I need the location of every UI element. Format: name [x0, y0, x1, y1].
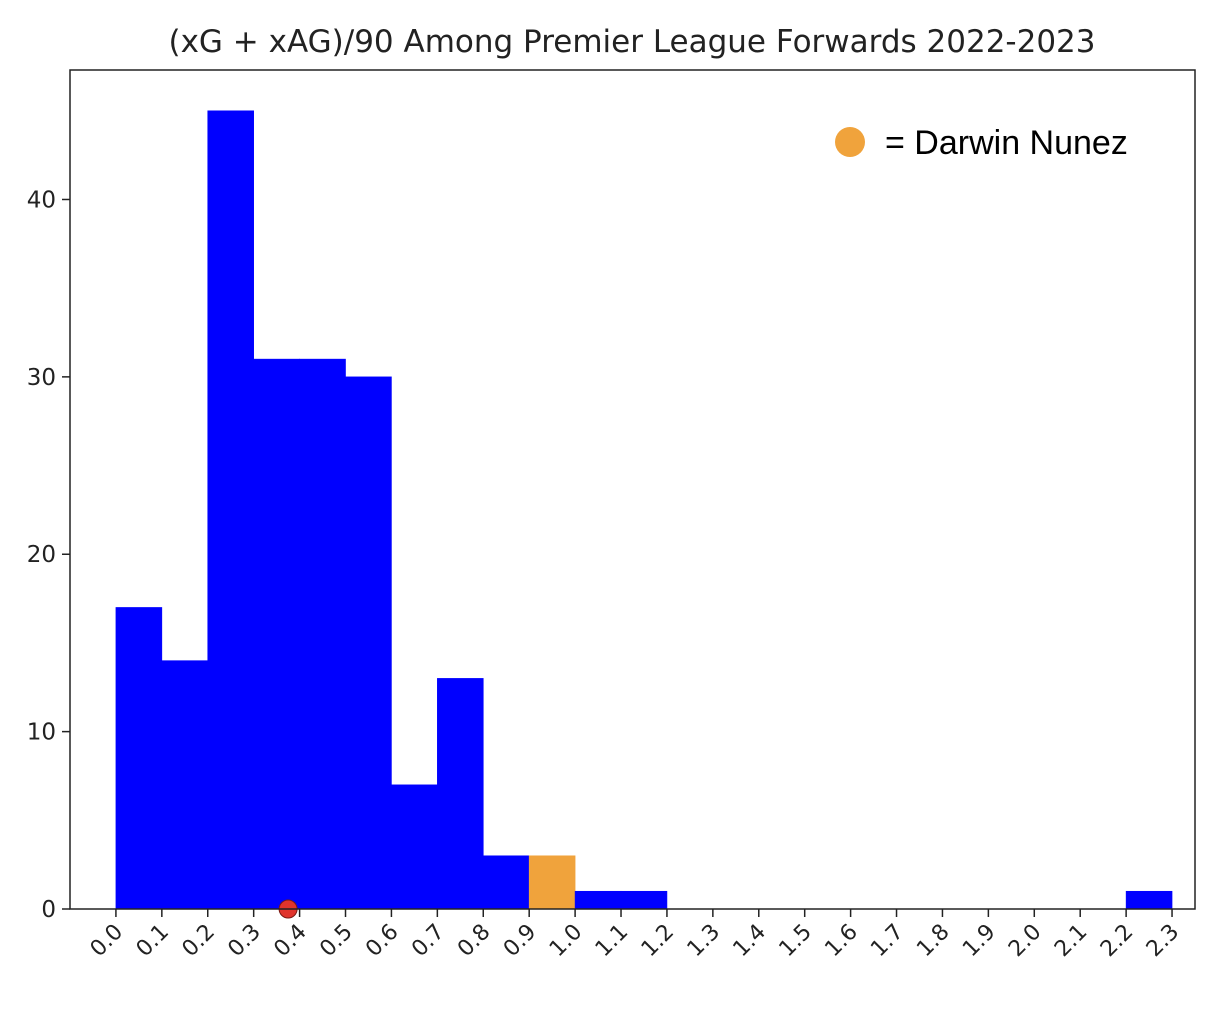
legend-marker-icon [835, 127, 865, 157]
x-tick-label-0.7: 0.7 [407, 920, 449, 962]
x-tick-label-2.3: 2.3 [1142, 920, 1184, 962]
x-tick-label-1.6: 1.6 [820, 920, 862, 962]
x-tick-label-1.0: 1.0 [545, 920, 587, 962]
histogram-bar-5 [345, 376, 392, 910]
x-tick-label-0.9: 0.9 [499, 920, 541, 962]
legend: = Darwin Nunez [835, 124, 1128, 162]
histogram-bar-1 [161, 660, 209, 910]
bars-layer [115, 110, 1173, 910]
x-tick-label-2.2: 2.2 [1096, 920, 1138, 962]
legend-label: = Darwin Nunez [885, 124, 1128, 162]
y-tick-label-40: 40 [27, 187, 56, 213]
x-tick-label-2.0: 2.0 [1004, 920, 1046, 962]
histogram-bar-3 [253, 358, 300, 910]
histogram-bar-7 [437, 678, 484, 910]
histogram-bar-9 [528, 855, 576, 910]
x-tick-label-0.3: 0.3 [223, 920, 265, 962]
x-tick-label-1.7: 1.7 [866, 920, 908, 962]
x-tick-label-0.5: 0.5 [315, 920, 357, 962]
histogram-bar-8 [482, 855, 530, 910]
x-tick-label-0.2: 0.2 [178, 920, 220, 962]
y-tick-label-30: 30 [27, 365, 56, 391]
y-axis: 0 10 20 30 40 [27, 187, 70, 923]
histogram-bar-10 [574, 890, 622, 910]
histogram-bar-11 [620, 890, 668, 910]
x-tick-label-1.9: 1.9 [958, 920, 1000, 962]
histogram-bar-22 [1125, 890, 1173, 910]
histogram-bar-4 [299, 358, 346, 910]
x-tick-label-1.3: 1.3 [683, 920, 725, 962]
x-tick-label-0.8: 0.8 [453, 920, 495, 962]
plot-frame [69, 69, 1196, 910]
x-tick-label-1.8: 1.8 [912, 920, 954, 962]
x-tick-label-2.1: 2.1 [1050, 920, 1092, 962]
y-tick-label-0: 0 [41, 897, 56, 923]
x-axis: 0.0 0.1 0.2 0.3 0.4 0.5 0.6 0.7 0.8 0.9 1.0 1.1 1.2 1… [86, 909, 1184, 962]
x-tick-label-0.4: 0.4 [269, 920, 311, 962]
y-tick-label-10: 10 [27, 720, 56, 746]
x-tick-label-1.2: 1.2 [637, 920, 679, 962]
histogram-bar-0 [115, 607, 163, 910]
chart-title: (xG + xAG)/90 Among Premier League Forwa… [168, 24, 1095, 60]
histogram-bar-2 [207, 110, 254, 910]
y-tick-label-20: 20 [27, 542, 56, 568]
x-tick-label-1.1: 1.1 [591, 920, 633, 962]
x-tick-label-0.1: 0.1 [132, 920, 174, 962]
x-tick-label-0.6: 0.6 [361, 920, 403, 962]
x-tick-label-0.0: 0.0 [86, 920, 128, 962]
x-tick-label-1.5: 1.5 [775, 920, 817, 962]
x-tick-label-1.4: 1.4 [729, 920, 771, 962]
histogram-bar-6 [391, 784, 438, 910]
